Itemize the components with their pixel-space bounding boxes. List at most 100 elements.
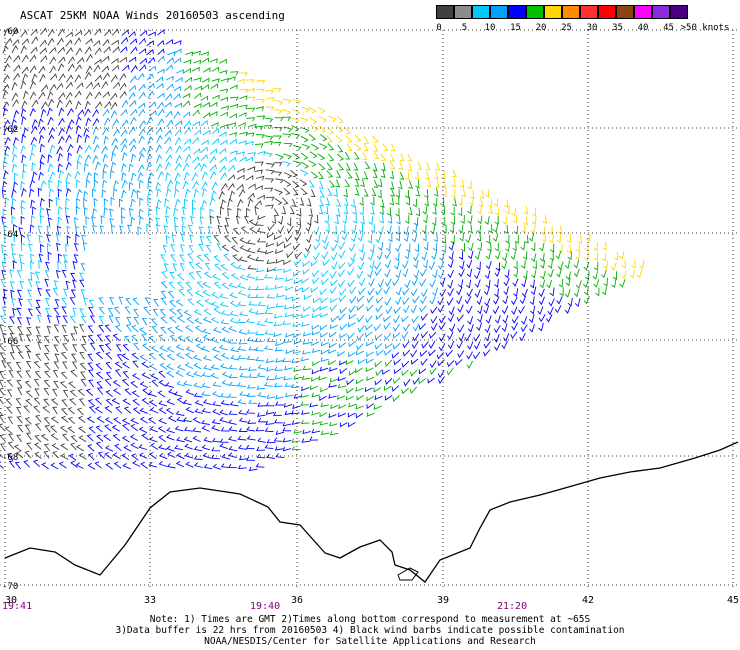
wind-barb [174,136,182,146]
wind-barb [164,136,172,145]
wind-barb [174,120,183,127]
wind-barb [464,295,472,305]
wind-barb [67,63,75,72]
wind-barb [88,405,96,414]
wind-barb [157,29,165,36]
wind-barb [334,234,339,244]
wind-barb [375,296,384,304]
wind-barb [212,273,221,281]
wind-barb [202,281,211,289]
wind-barb [130,153,137,163]
wind-barb [501,323,508,332]
wind-barb [247,264,257,270]
wind-barb [160,281,168,289]
wind-barb [531,216,537,225]
wind-barb [239,104,248,110]
wind-barb [256,227,266,234]
wind-barb [377,189,382,199]
wind-barb [186,316,195,324]
wind-barb [402,349,411,357]
wind-barb [374,262,382,270]
wind-barb [611,279,617,289]
wind-barb [165,172,171,181]
wind-barb [4,145,11,155]
wind-barb [466,288,473,298]
wind-barb [39,39,47,47]
wind-barb [343,188,348,198]
wind-barb [255,285,265,291]
wind-barb [227,182,235,191]
wind-barb [309,385,318,391]
wind-barb [395,269,402,279]
wind-barb [195,262,203,270]
wind-barb [20,80,27,90]
wind-barb [466,268,473,278]
wind-barb [451,178,456,188]
wind-barb [209,208,214,218]
wind-barb [209,58,218,64]
wind-barb [122,151,128,161]
wind-barb [415,188,421,197]
wind-barb [46,208,51,217]
wind-barb [331,261,338,270]
wind-barb [10,289,15,299]
wind-barb [246,384,256,389]
wind-barb [18,333,24,342]
wind-barb [83,297,88,306]
wind-barb [57,63,65,72]
wind-barb [264,444,274,450]
wind-barb [448,306,455,316]
wind-barb [255,330,264,336]
wind-barb [586,233,591,242]
wind-barb [47,116,54,126]
wind-barb [531,269,537,279]
wind-barb [405,215,410,225]
wind-barb [139,452,148,459]
wind-barb [31,99,39,108]
wind-barb [138,37,147,45]
wind-barb [228,325,237,333]
wind-barb [275,153,284,160]
wind-barb [232,254,240,262]
wind-barb [128,92,136,100]
wind-barb [43,335,50,344]
wind-barb [455,359,463,366]
wind-barb [166,363,175,371]
wind-barb [521,224,526,234]
wind-barb [87,444,95,452]
wind-barb [60,407,68,416]
wind-barb [105,389,113,398]
wind-barb [384,377,393,385]
wind-barb [200,51,210,57]
wind-barb [193,103,202,108]
wind-barb [13,64,21,72]
wind-barb [337,376,346,382]
wind-barb [318,171,324,179]
wind-barb [283,375,292,381]
wind-barb [16,370,23,379]
wind-barb [484,216,490,225]
wind-barb [249,226,258,234]
wind-barb [26,360,32,369]
wind-barb [447,259,454,269]
wind-barb [95,363,103,371]
wind-barb [414,171,419,180]
wind-barb [432,197,438,207]
legend-swatch [562,5,580,19]
wind-barb [229,292,238,299]
wind-barb [26,234,32,243]
wind-barb [13,55,21,63]
wind-barb [4,136,11,146]
latitude-label: -66 [2,337,18,347]
wind-barb [92,126,99,135]
wind-barb [319,134,328,142]
wind-barb [395,189,400,198]
wind-barb [176,452,185,460]
wind-barb [16,317,22,326]
wind-barb [10,344,16,353]
wind-barb [168,388,177,396]
wind-barb [26,432,32,441]
wind-barb [94,406,103,414]
wind-barb [132,373,141,380]
wind-barb [38,234,43,244]
